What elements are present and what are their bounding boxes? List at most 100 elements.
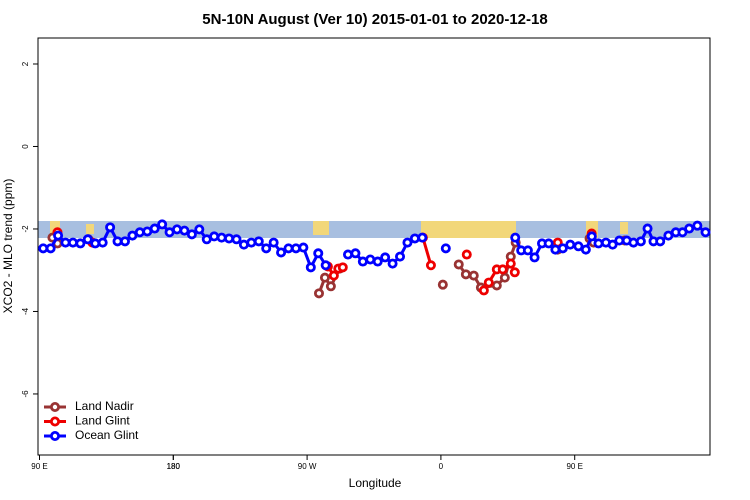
x-tick-label: 0: [439, 462, 444, 471]
data-point: [499, 272, 510, 283]
data-point: [491, 280, 502, 291]
data-point: [550, 244, 561, 255]
data-point: [320, 260, 331, 271]
x-tick-label: 180: [167, 462, 181, 471]
x-tick-label: 90 E: [31, 462, 47, 471]
data-point: [82, 234, 93, 245]
data-point: [684, 223, 695, 234]
data-point: [337, 262, 348, 273]
data-point: [497, 264, 508, 275]
data-point: [510, 232, 521, 243]
data-point: [635, 236, 646, 247]
data-point: [437, 279, 448, 290]
x-axis-label: Longitude: [349, 476, 402, 490]
land-band: [313, 221, 329, 235]
y-tick-label: -6: [21, 390, 30, 398]
data-point: [522, 245, 533, 256]
data-point: [642, 223, 653, 234]
data-point: [543, 238, 554, 249]
data-point: [460, 269, 471, 280]
data-point: [313, 248, 324, 259]
y-tick-label: 0: [21, 144, 30, 149]
data-point: [253, 236, 264, 247]
data-point: [663, 230, 674, 241]
data-point: [529, 252, 540, 263]
data-point: [478, 285, 489, 296]
data-point: [298, 242, 309, 253]
data-point: [372, 256, 383, 267]
land-band: [620, 222, 628, 234]
data-point: [509, 267, 520, 278]
data-point: [573, 241, 584, 252]
legend-swatch-point: [50, 416, 61, 427]
data-point: [305, 262, 316, 273]
data-point: [209, 231, 220, 242]
data-point: [268, 237, 279, 248]
data-point: [417, 232, 428, 243]
land-band: [421, 221, 516, 238]
data-point: [387, 258, 398, 269]
data-point: [692, 220, 703, 231]
data-point: [328, 270, 339, 281]
data-point: [380, 252, 391, 263]
x-tick-label: 180: [167, 462, 181, 471]
data-point: [395, 251, 406, 262]
data-point: [425, 260, 436, 271]
legend-label: Ocean Glint: [75, 428, 139, 442]
data-point: [557, 243, 568, 254]
data-point: [276, 247, 287, 258]
data-point: [97, 237, 108, 248]
data-point: [655, 236, 666, 247]
data-point: [186, 229, 197, 240]
data-point: [468, 270, 479, 281]
data-point: [607, 239, 618, 250]
legend-swatch-point: [50, 401, 61, 412]
data-point: [565, 239, 576, 250]
data-point: [628, 237, 639, 248]
y-tick-label: 2: [21, 61, 30, 66]
data-point: [483, 277, 494, 288]
data-point: [231, 234, 242, 245]
legend-swatch-point: [50, 430, 61, 441]
legend-label: Land Glint: [75, 414, 130, 428]
map-strip: [38, 221, 710, 238]
land-band: [86, 224, 94, 234]
data-point: [157, 219, 168, 230]
data-point: [586, 231, 597, 242]
data-point: [325, 281, 336, 292]
data-point: [75, 238, 86, 249]
plot-area: [38, 219, 711, 299]
data-point: [402, 237, 413, 248]
y-tick-label: -4: [21, 307, 30, 315]
x-tick-label: 90 E: [566, 462, 582, 471]
data-point: [313, 288, 324, 299]
data-point: [127, 230, 138, 241]
x-tick-label: 90 W: [298, 462, 317, 471]
y-axis-label: XCO2 - MLO trend (ppm): [1, 179, 15, 314]
data-point: [53, 230, 64, 241]
data-point: [580, 244, 591, 255]
data-point: [440, 243, 451, 254]
legend-label: Land Nadir: [75, 399, 134, 413]
ocean-band: [38, 221, 710, 238]
data-point: [246, 237, 257, 248]
data-point: [105, 222, 116, 233]
data-point: [700, 227, 711, 238]
data-point: [350, 248, 361, 259]
data-point: [261, 243, 272, 254]
data-point: [179, 225, 190, 236]
data-point: [194, 224, 205, 235]
data-point: [172, 224, 183, 235]
data-point: [119, 236, 130, 247]
y-tick-label: -2: [21, 225, 30, 233]
data-point: [342, 249, 353, 260]
chart-title: 5N-10N August (Ver 10) 2015-01-01 to 202…: [202, 11, 547, 28]
data-point: [319, 272, 330, 283]
data-point: [453, 259, 464, 270]
data-point: [461, 249, 472, 260]
data-point: [505, 258, 516, 269]
plot-frame: [37, 37, 711, 456]
data-point: [149, 223, 160, 234]
